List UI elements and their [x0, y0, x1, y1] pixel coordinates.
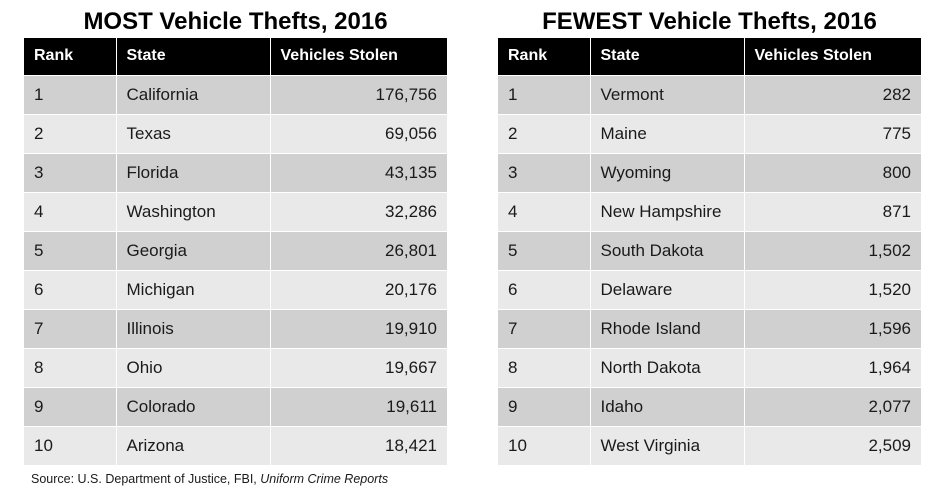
table-row: 4 Washington 32,286 [24, 191, 447, 231]
source-prefix: Source: U.S. Department of Justice, FBI, [31, 472, 261, 486]
state-cell: Idaho [589, 386, 744, 426]
state-cell: Illinois [115, 308, 270, 348]
vehicles-stolen-cell: 19,611 [269, 386, 447, 426]
state-cell: Colorado [115, 386, 270, 426]
table-row: 2 Maine 775 [498, 113, 921, 153]
vehicles-stolen-cell: 19,910 [269, 308, 447, 348]
rank-cell: 6 [498, 269, 590, 309]
most-thefts-body: 1 California 176,756 2 Texas 69,056 3 Florida 43… [24, 74, 447, 465]
vehicles-stolen-cell: 20,176 [269, 269, 447, 309]
vehicles-stolen-cell: 1,502 [743, 230, 921, 270]
state-cell: South Dakota [589, 230, 744, 270]
fewest-thefts-title: FEWEST Vehicle Thefts, 2016 [542, 8, 877, 35]
table-row: 1 California 176,756 [24, 74, 447, 114]
rank-cell: 2 [498, 113, 590, 153]
vehicles-stolen-cell: 176,756 [269, 74, 447, 114]
table-row: 2 Texas 69,056 [24, 113, 447, 153]
rank-cell: 10 [24, 425, 116, 465]
vehicles-stolen-cell: 800 [743, 152, 921, 192]
vehicles-stolen-cell: 2,077 [743, 386, 921, 426]
source-note: Source: U.S. Department of Justice, FBI,… [31, 472, 388, 486]
table-row: 9 Colorado 19,611 [24, 386, 447, 426]
column-header-vehicles-stolen: Vehicles Stolen [269, 38, 447, 75]
table-row: 10 West Virginia 2,509 [498, 425, 921, 465]
table-row: 8 Ohio 19,667 [24, 347, 447, 387]
state-cell: New Hampshire [589, 191, 744, 231]
state-cell: West Virginia [589, 425, 744, 465]
vehicles-stolen-cell: 775 [743, 113, 921, 153]
table-row: 4 New Hampshire 871 [498, 191, 921, 231]
most-thefts-table: Rank State Vehicles Stolen 1 California 17… [24, 38, 447, 465]
rank-cell: 6 [24, 269, 116, 309]
state-cell: North Dakota [589, 347, 744, 387]
state-cell: Maine [589, 113, 744, 153]
rank-cell: 10 [498, 425, 590, 465]
table-row: 6 Michigan 20,176 [24, 269, 447, 309]
rank-cell: 1 [498, 74, 590, 114]
table-header-row: Rank State Vehicles Stolen [24, 38, 447, 75]
table-row: 7 Illinois 19,910 [24, 308, 447, 348]
fewest-thefts-body: 1 Vermont 282 2 Maine 775 3 Wyoming 800 4 New Hamp… [498, 74, 921, 465]
vehicles-stolen-cell: 26,801 [269, 230, 447, 270]
table-row: 5 Georgia 26,801 [24, 230, 447, 270]
vehicles-stolen-cell: 282 [743, 74, 921, 114]
rank-cell: 7 [498, 308, 590, 348]
rank-cell: 4 [498, 191, 590, 231]
rank-cell: 8 [498, 347, 590, 387]
state-cell: Wyoming [589, 152, 744, 192]
table-header-row: Rank State Vehicles Stolen [498, 38, 921, 75]
table-row: 3 Wyoming 800 [498, 152, 921, 192]
state-cell: Vermont [589, 74, 744, 114]
state-cell: Ohio [115, 347, 270, 387]
table-row: 5 South Dakota 1,502 [498, 230, 921, 270]
state-cell: Rhode Island [589, 308, 744, 348]
rank-cell: 5 [498, 230, 590, 270]
column-header-state: State [115, 38, 270, 75]
rank-cell: 5 [24, 230, 116, 270]
vehicles-stolen-cell: 2,509 [743, 425, 921, 465]
fewest-thefts-panel: FEWEST Vehicle Thefts, 2016 Rank State V… [498, 6, 921, 465]
vehicles-stolen-cell: 19,667 [269, 347, 447, 387]
fewest-thefts-table: Rank State Vehicles Stolen 1 Vermont 282 2 M… [498, 38, 921, 465]
table-row: 7 Rhode Island 1,596 [498, 308, 921, 348]
state-cell: Florida [115, 152, 270, 192]
column-header-rank: Rank [498, 38, 590, 75]
vehicles-stolen-cell: 1,520 [743, 269, 921, 309]
state-cell: California [115, 74, 270, 114]
table-row: 10 Arizona 18,421 [24, 425, 447, 465]
rank-cell: 9 [24, 386, 116, 426]
column-header-vehicles-stolen: Vehicles Stolen [743, 38, 921, 75]
table-row: 9 Idaho 2,077 [498, 386, 921, 426]
vehicles-stolen-cell: 32,286 [269, 191, 447, 231]
table-row: 1 Vermont 282 [498, 74, 921, 114]
rank-cell: 3 [24, 152, 116, 192]
state-cell: Georgia [115, 230, 270, 270]
rank-cell: 4 [24, 191, 116, 231]
state-cell: Delaware [589, 269, 744, 309]
rank-cell: 7 [24, 308, 116, 348]
most-thefts-title: MOST Vehicle Thefts, 2016 [83, 8, 388, 35]
table-row: 3 Florida 43,135 [24, 152, 447, 192]
rank-cell: 3 [498, 152, 590, 192]
state-cell: Washington [115, 191, 270, 231]
rank-cell: 9 [498, 386, 590, 426]
vehicles-stolen-cell: 871 [743, 191, 921, 231]
most-thefts-panel: MOST Vehicle Thefts, 2016 Rank State Veh… [24, 6, 447, 465]
vehicles-stolen-cell: 69,056 [269, 113, 447, 153]
vehicles-stolen-cell: 18,421 [269, 425, 447, 465]
rank-cell: 8 [24, 347, 116, 387]
state-cell: Texas [115, 113, 270, 153]
table-row: 8 North Dakota 1,964 [498, 347, 921, 387]
source-publication: Uniform Crime Reports [260, 472, 389, 486]
rank-cell: 1 [24, 74, 116, 114]
table-row: 6 Delaware 1,520 [498, 269, 921, 309]
vehicles-stolen-cell: 1,596 [743, 308, 921, 348]
vehicles-stolen-cell: 43,135 [269, 152, 447, 192]
vehicles-stolen-cell: 1,964 [743, 347, 921, 387]
state-cell: Arizona [115, 425, 270, 465]
column-header-state: State [589, 38, 744, 75]
column-header-rank: Rank [24, 38, 116, 75]
rank-cell: 2 [24, 113, 116, 153]
state-cell: Michigan [115, 269, 270, 309]
